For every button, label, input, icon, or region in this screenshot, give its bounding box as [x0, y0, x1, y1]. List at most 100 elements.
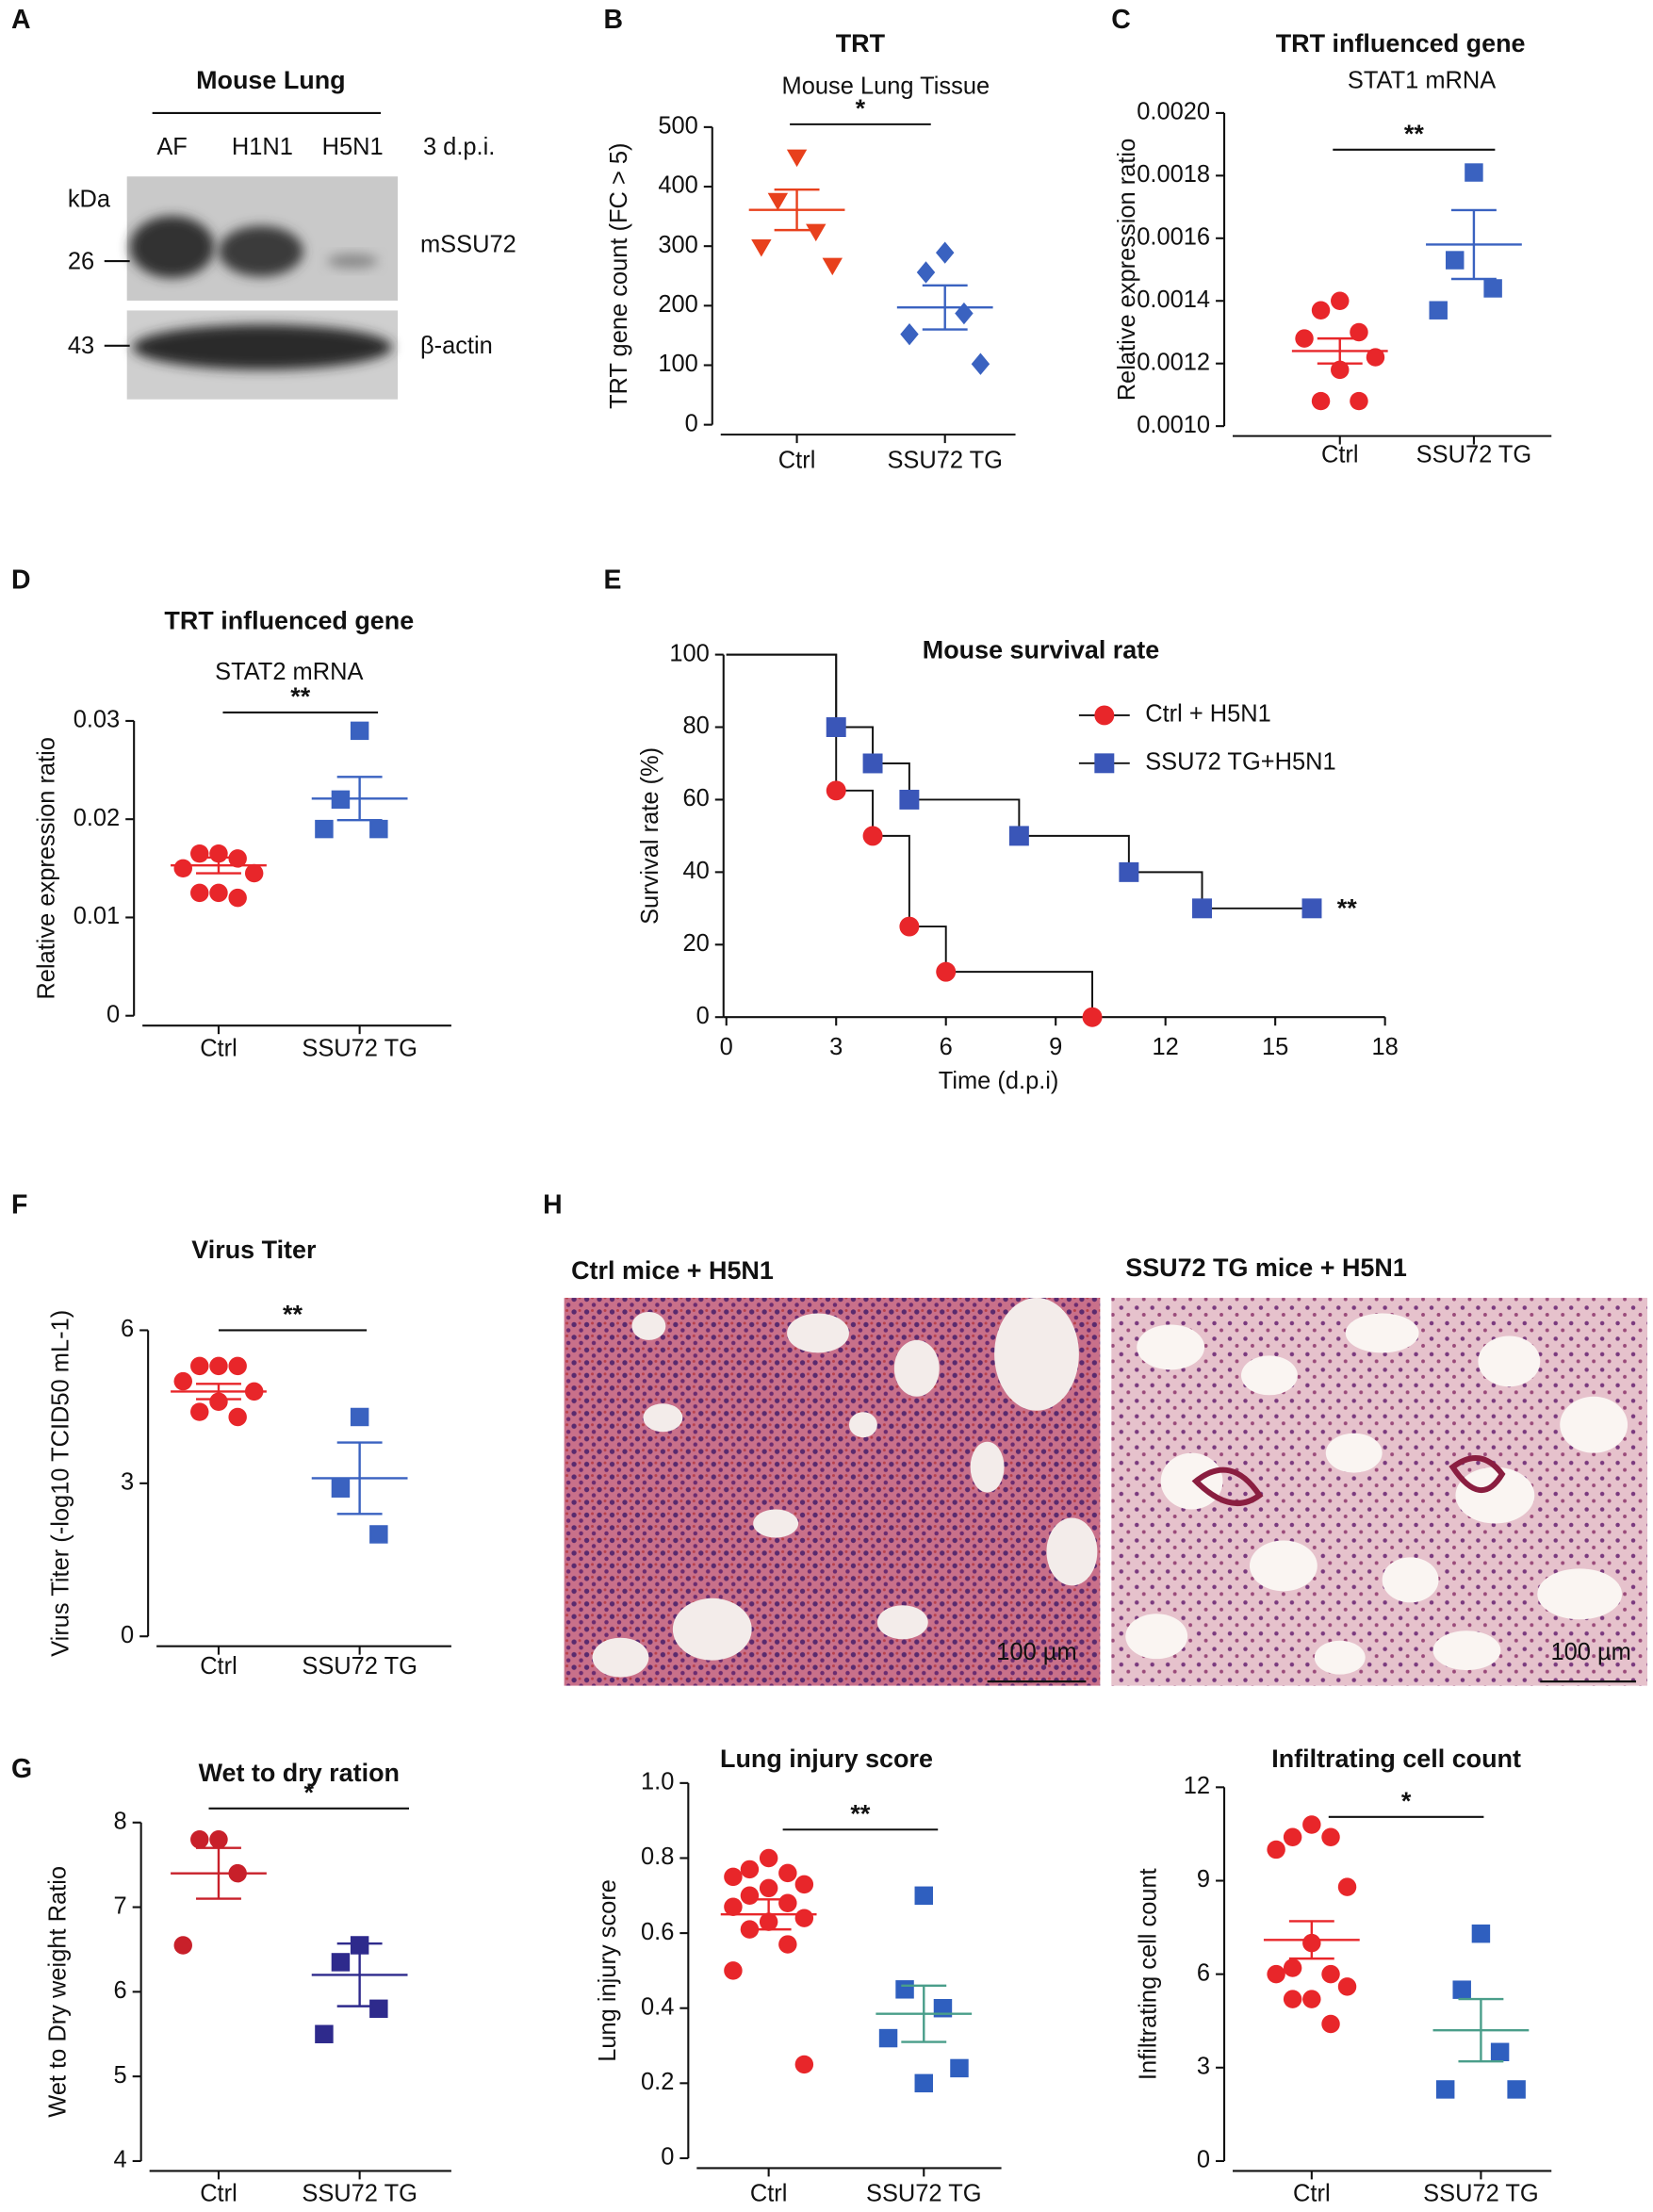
y-axis-label: Wet to Dry weight Ratio — [45, 1866, 72, 2118]
data-point — [916, 261, 936, 284]
data-point — [778, 1863, 797, 1883]
error-bar — [1288, 1920, 1334, 1960]
data-point — [740, 1860, 760, 1879]
data-point — [724, 1961, 743, 1980]
data-point — [1483, 279, 1502, 298]
y-axis-label: TRT gene count (FC > 5) — [606, 142, 632, 409]
data-point — [173, 859, 192, 878]
significance: ** — [850, 1799, 870, 1827]
data-point — [806, 223, 826, 242]
data-point — [740, 1886, 760, 1906]
data-point — [767, 192, 789, 211]
data-point — [1192, 898, 1212, 919]
y-tick-label: 4 — [114, 2147, 127, 2173]
y-tick-label: 1.0 — [641, 1769, 674, 1795]
y-tick-label: 100 — [658, 351, 697, 377]
band — [218, 225, 303, 277]
vessel — [1191, 1455, 1506, 1506]
data-point — [794, 1909, 814, 1927]
data-point — [786, 149, 808, 168]
error-bar — [196, 856, 241, 875]
data-point — [369, 1525, 388, 1544]
y-tick-label: 8 — [114, 1808, 127, 1834]
error-bar — [922, 284, 968, 331]
data-point — [190, 1829, 209, 1849]
chart-title: Mouse survival rate — [923, 636, 1159, 664]
data-point — [936, 961, 957, 982]
data-point — [1119, 861, 1139, 882]
y-tick-label: 0.2 — [641, 2069, 674, 2095]
data-point — [971, 352, 990, 375]
error-bar — [1458, 1997, 1504, 2063]
data-point — [1321, 1827, 1340, 1846]
survival-line — [726, 653, 1093, 1018]
x-tick-label: 18 — [1372, 1034, 1399, 1060]
x-tick-label: Ctrl — [1293, 2181, 1331, 2207]
x-tick-label: Ctrl — [778, 447, 816, 473]
y-tick-label: 5 — [114, 2062, 127, 2089]
y-tick-label: 0.03 — [74, 707, 121, 733]
error-bar — [774, 188, 820, 232]
y-tick-label: 60 — [682, 785, 709, 811]
scale-bar-label: 100 µm — [996, 1639, 1076, 1665]
y-tick-label: 0 — [685, 410, 698, 436]
significance: * — [1401, 1787, 1412, 1815]
data-point — [1321, 2014, 1340, 2034]
x-tick-label: Ctrl — [200, 1035, 237, 1061]
data-point — [369, 1999, 388, 2019]
data-point — [759, 1878, 778, 1898]
legend-label: SSU72 TG+H5N1 — [1145, 749, 1335, 776]
size-marker: 26 — [68, 248, 94, 274]
band — [327, 254, 379, 269]
data-point — [209, 1356, 228, 1376]
chart-title: Lung injury score — [720, 1745, 933, 1773]
y-axis-label: Infiltrating cell count — [1135, 1868, 1161, 2080]
data-point — [1350, 322, 1368, 342]
data-point — [826, 717, 846, 737]
chart-title: Infiltrating cell count — [1271, 1745, 1521, 1773]
data-point — [862, 753, 883, 774]
panel-label: B — [604, 5, 624, 35]
data-point — [1321, 1964, 1340, 1984]
data-point — [955, 302, 974, 325]
error-bar — [336, 776, 383, 822]
y-tick-label: 0.8 — [641, 1843, 674, 1870]
data-point — [228, 1356, 247, 1376]
y-tick-label: 200 — [658, 291, 697, 318]
data-point — [1311, 391, 1331, 411]
chart-title: TRT influenced gene — [164, 606, 414, 634]
y-tick-label: 3 — [1197, 2054, 1210, 2080]
error-bar — [745, 1898, 792, 1931]
data-point — [190, 1356, 209, 1376]
data-point — [228, 1407, 247, 1427]
chart-subtitle: STAT1 mRNA — [1348, 68, 1496, 94]
y-tick-label: 6 — [1197, 1959, 1210, 1986]
data-point — [1337, 1977, 1357, 1996]
data-point — [1446, 251, 1465, 270]
y-tick-label: 0.0012 — [1137, 349, 1210, 375]
panel-label: H — [543, 1189, 563, 1220]
y-tick-label: 0.0018 — [1137, 161, 1210, 188]
y-tick-label: 0.6 — [641, 1919, 674, 1945]
data-point — [228, 888, 247, 908]
alveoli — [1125, 1313, 1628, 1675]
data-point — [826, 780, 846, 801]
data-point — [244, 863, 264, 883]
data-point — [1008, 826, 1029, 846]
x-tick-label: 6 — [940, 1034, 953, 1060]
data-point — [331, 1953, 351, 1972]
chart-subtitle: Mouse Lung Tissue — [782, 74, 990, 100]
data-point — [900, 322, 919, 346]
data-point — [1311, 301, 1331, 320]
x-tick-label: 12 — [1153, 1034, 1179, 1060]
data-point — [1452, 1980, 1471, 1999]
x-tick-label: SSU72 TG — [302, 1035, 417, 1061]
data-point — [1267, 1840, 1285, 1860]
data-point — [1302, 1990, 1321, 2008]
protein-label: mSSU72 — [420, 231, 516, 257]
y-tick-label: 0 — [121, 1622, 134, 1648]
x-tick-label: 9 — [1049, 1034, 1062, 1060]
protein-label: β-actin — [420, 333, 493, 359]
error-bar — [901, 1984, 947, 2043]
